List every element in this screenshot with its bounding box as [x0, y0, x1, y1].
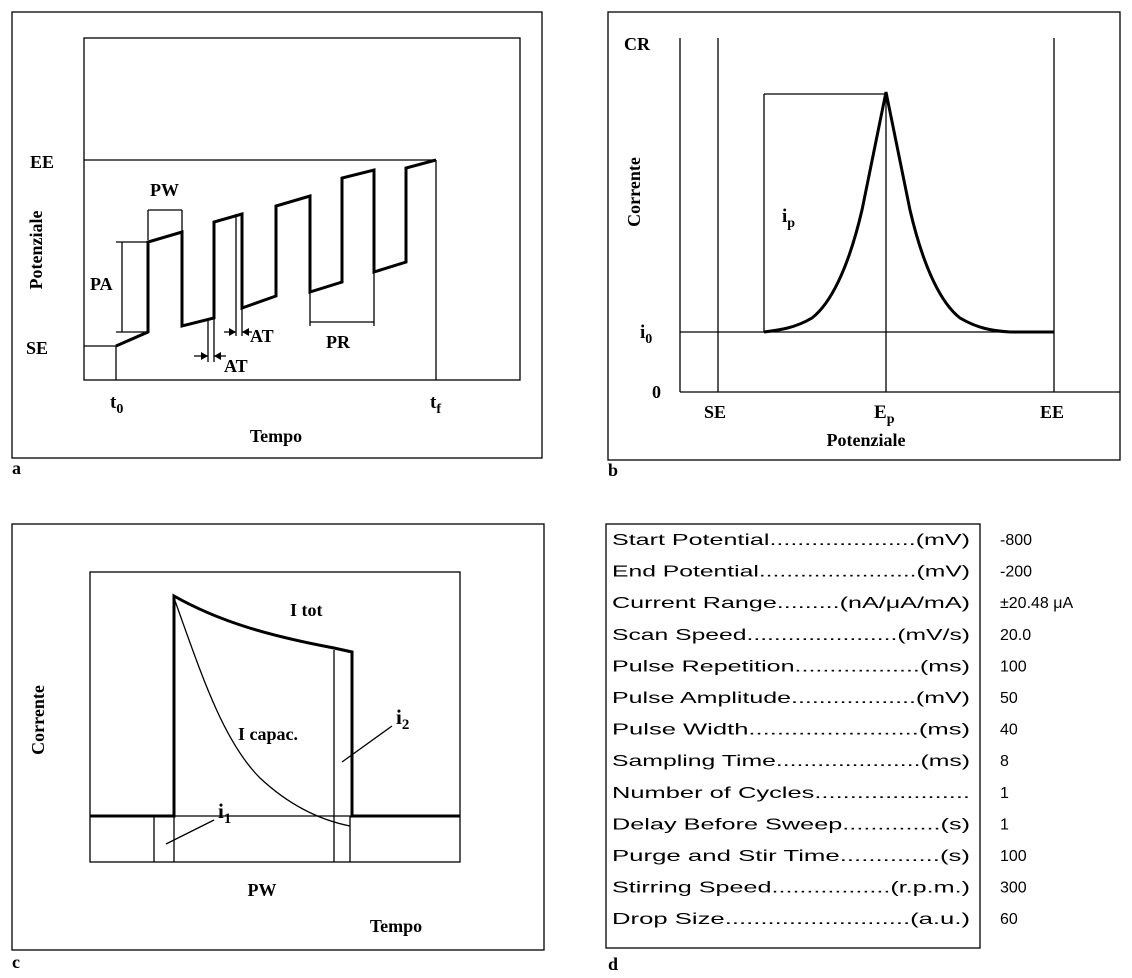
parameter-value: 20.0	[1000, 627, 1031, 644]
panel-a-waveform	[115, 158, 437, 348]
parameter-row: Current Range.........(nA/μA/mA) ±20.48 μ…	[612, 595, 1073, 612]
parameter-label: Pulse Amplitude..................(mV)	[612, 690, 970, 707]
parameter-label: Drop Size..........................(a.u.…	[612, 911, 970, 928]
parameter-row: Drop Size..........................(a.u.…	[612, 911, 1018, 928]
parameter-row: Pulse Amplitude..................(mV) 50	[612, 690, 1018, 707]
parameter-value: 300	[1000, 880, 1027, 897]
panel-c-y-axis-label: Corrente	[28, 685, 48, 755]
panel-b-ep-tick: Ep	[874, 402, 895, 427]
panel-b-x-axis-label: Potenziale	[827, 430, 906, 450]
panel-b: CR i0 0 ip SE Ep EE Potenziale Corrente …	[607, 11, 1121, 480]
panel-a-se-tick: SE	[26, 338, 48, 358]
parameter-label: Delay Before Sweep..............(s)	[612, 816, 970, 833]
panel-c-i2-leader	[341, 725, 393, 763]
parameter-label: Pulse Width........................(ms)	[612, 722, 970, 739]
parameter-row: Pulse Width........................(ms) 4…	[612, 722, 1018, 739]
panel-a-at2-label: AT	[250, 326, 274, 346]
panel-a: PW PA AT AT PR EE SE t0 tf Tempo Potenzi…	[11, 11, 543, 478]
parameter-row: Delay Before Sweep..............(s) 1	[612, 816, 1009, 833]
parameter-label: Stirring Speed.................(r.p.m.)	[612, 880, 970, 897]
parameter-value: ±20.48 μA	[1000, 595, 1073, 612]
panel-a-pw-label: PW	[150, 180, 179, 200]
panel-c: I tot I capac. i1 i2 PW Tempo Corrente c	[11, 523, 545, 972]
panel-a-y-axis-label: Potenziale	[26, 211, 46, 290]
panel-c-capacitive-current	[173, 597, 351, 827]
parameter-row: Pulse Repetition..................(ms) 10…	[612, 658, 1027, 675]
parameter-label: Purge and Stir Time..............(s)	[612, 848, 970, 865]
panel-a-at1-label: AT	[224, 356, 248, 376]
panel-a-pa-label: PA	[90, 274, 113, 294]
parameter-label: Sampling Time.....................(ms)	[612, 753, 970, 770]
parameter-label: Current Range.........(nA/μA/mA)	[612, 595, 970, 612]
panel-d-frame	[605, 523, 981, 949]
panel-a-at1-arrowhead	[201, 352, 208, 360]
panel-a-letter: a	[12, 458, 21, 478]
panel-c-frame	[11, 523, 545, 951]
parameter-row: Purge and Stir Time..............(s) 100	[612, 848, 1027, 865]
panel-a-ee-tick: EE	[30, 152, 54, 172]
parameter-value: 1	[1000, 785, 1009, 802]
panel-d-letter: d	[608, 954, 618, 974]
panel-b-peak-curve	[763, 91, 1054, 334]
panel-b-se-tick: SE	[704, 402, 726, 422]
panel-c-i2-label: i2	[396, 705, 409, 733]
panel-a-pr-label: PR	[326, 332, 351, 352]
parameter-row: Number of Cycles...................... 1	[612, 785, 1009, 802]
panel-c-x-axis-label: Tempo	[370, 916, 422, 936]
panel-b-cr-tick: CR	[624, 34, 651, 54]
panel-b-i0-tick: i0	[640, 322, 652, 347]
panel-c-total-current	[90, 593, 460, 818]
panel-d: Start Potential.....................(mV)…	[605, 523, 1073, 974]
panel-a-at1-arrowhead-2	[214, 352, 221, 360]
parameter-value: 1	[1000, 816, 1009, 833]
panel-a-t0-tick: t0	[110, 392, 123, 417]
parameter-label: Number of Cycles......................	[612, 785, 970, 802]
parameter-value: 50	[1000, 690, 1018, 707]
panel-b-frame	[607, 11, 1121, 461]
parameter-row: End Potential.......................(mV)…	[612, 564, 1032, 581]
panel-c-capacitive-label: I capac.	[238, 724, 298, 744]
panel-b-ip-label: ip	[782, 206, 795, 231]
panel-a-at2-arrowhead-2	[242, 328, 249, 336]
parameter-value: 60	[1000, 911, 1018, 928]
parameter-row: Start Potential.....................(mV)…	[612, 532, 1032, 549]
panel-b-letter: b	[608, 460, 618, 480]
parameter-value: 40	[1000, 722, 1018, 739]
parameter-label: Scan Speed......................(mV/s)	[612, 627, 970, 644]
parameter-label: Start Potential.....................(mV)	[612, 532, 970, 549]
panel-c-plot-area	[89, 571, 461, 863]
parameter-label: End Potential.......................(mV)	[612, 564, 970, 581]
parameter-row: Sampling Time.....................(ms) 8	[612, 753, 1009, 770]
panel-a-x-axis-label: Tempo	[250, 426, 302, 446]
panel-b-y-axis-label: Corrente	[624, 157, 644, 227]
parameter-value: 100	[1000, 658, 1027, 675]
parameter-value: -200	[1000, 564, 1032, 581]
panel-c-total-label: I tot	[290, 600, 323, 620]
parameter-table: Start Potential.....................(mV)…	[612, 532, 1073, 928]
parameter-value: -800	[1000, 532, 1032, 549]
panel-c-letter: c	[12, 952, 20, 972]
panel-a-tf-tick: tf	[430, 392, 441, 417]
panel-c-i1-leader	[165, 819, 215, 845]
panel-c-pw-label: PW	[248, 880, 277, 900]
panel-a-plot-area	[83, 37, 521, 381]
panel-c-i1-label: i1	[218, 799, 231, 827]
panel-b-zero-tick: 0	[652, 382, 661, 402]
parameter-row: Stirring Speed.................(r.p.m.) 3…	[612, 880, 1027, 897]
parameter-value: 100	[1000, 848, 1027, 865]
parameter-label: Pulse Repetition..................(ms)	[612, 658, 970, 675]
parameter-value: 8	[1000, 753, 1009, 770]
parameter-row: Scan Speed......................(mV/s) 20…	[612, 627, 1031, 644]
panel-b-ee-tick: EE	[1040, 402, 1064, 422]
panel-a-at2-arrowhead	[229, 328, 236, 336]
